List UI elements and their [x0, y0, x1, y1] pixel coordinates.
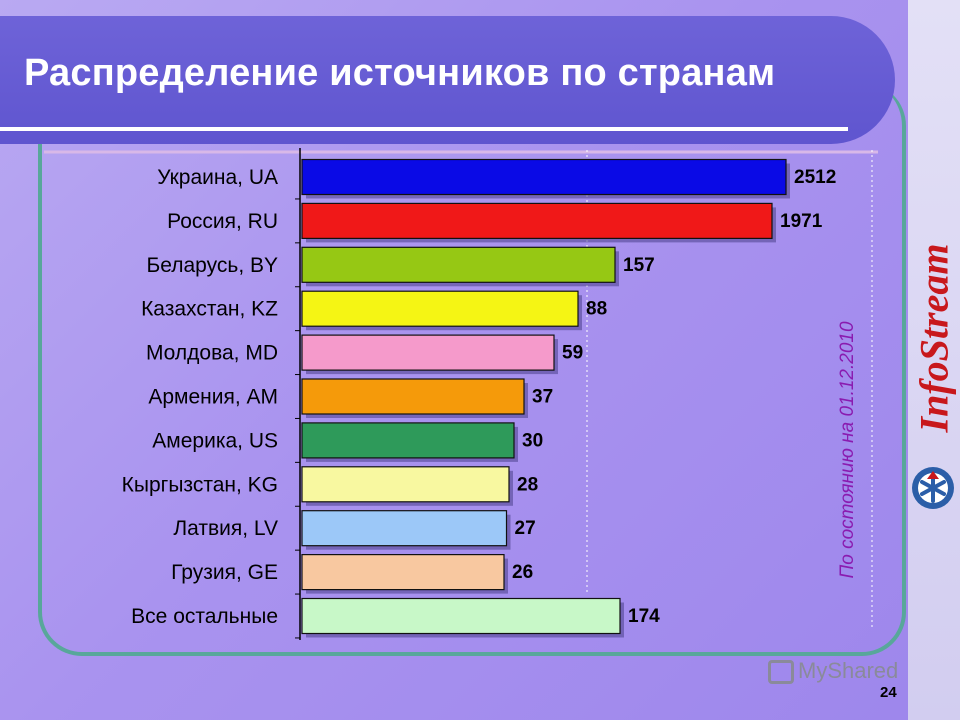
value-label: 30 [522, 430, 543, 451]
page-title: Распределение источников по странам [24, 52, 776, 94]
bar [301, 158, 787, 196]
category-label: Все остальные [131, 605, 278, 628]
bar [301, 510, 508, 547]
bar [301, 466, 510, 503]
brand-wordmark: InfoStream [911, 243, 957, 433]
title-band [0, 16, 895, 144]
bar [301, 553, 505, 591]
as-of-date-stamp: По состоянию на 01.12.2010 [837, 321, 858, 579]
value-label: 26 [512, 562, 533, 583]
bar [301, 378, 525, 415]
bar [301, 597, 621, 635]
bar [301, 422, 515, 459]
watermark-icon [768, 660, 794, 685]
category-label: Россия, RU [167, 210, 278, 233]
value-label: 37 [532, 387, 553, 408]
chart-frame [38, 82, 906, 656]
category-label: Армения, AM [148, 386, 278, 409]
value-label: 1971 [780, 211, 823, 232]
title-underline [0, 127, 848, 131]
category-label: Кыргызстан, KG [122, 473, 278, 496]
bar [301, 246, 616, 283]
value-label: 174 [628, 606, 660, 627]
page-number: 24 [880, 684, 897, 701]
value-label: 59 [562, 343, 583, 364]
bar [301, 290, 579, 327]
watermark-text: MyShared [798, 658, 899, 683]
category-label: Казахстан, KZ [141, 298, 278, 321]
value-label: 27 [515, 518, 536, 539]
value-label: 157 [623, 255, 655, 276]
watermark: MyShared [768, 658, 899, 685]
category-label: Беларусь, BY [146, 254, 278, 277]
bar [301, 202, 773, 239]
side-strip [908, 0, 960, 720]
value-label: 88 [586, 299, 607, 320]
value-label: 28 [517, 474, 538, 495]
category-label: Грузия, GE [171, 561, 278, 584]
category-label: Америка, US [152, 429, 278, 452]
category-label: Латвия, LV [173, 517, 278, 540]
category-label: Молдова, MD [146, 342, 278, 365]
category-label: Украина, UA [157, 166, 278, 189]
value-label: 2512 [794, 167, 836, 188]
brand-logo-icon [912, 467, 954, 509]
bar [301, 334, 555, 371]
